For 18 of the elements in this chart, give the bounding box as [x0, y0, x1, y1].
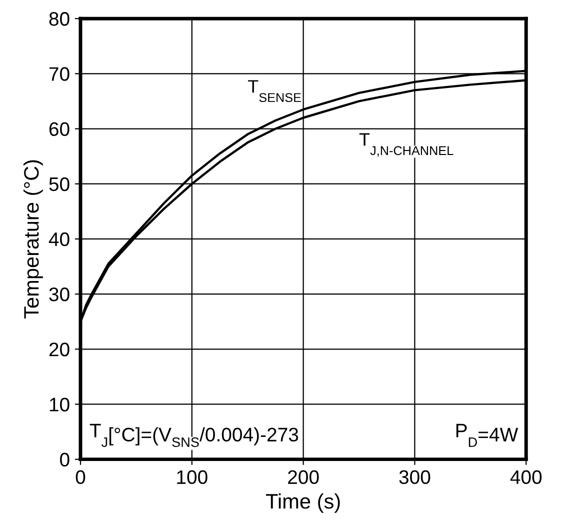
y-tick-label: 60: [49, 122, 70, 136]
x-tick-label: 400: [510, 470, 542, 484]
series-label: TJ,N-CHANNEL: [359, 133, 454, 157]
y-tick-label: 30: [49, 288, 70, 302]
x-tick-label: 0: [76, 470, 86, 484]
y-tick-label: 40: [48, 232, 70, 246]
y-tick-label: 0: [60, 452, 70, 467]
y-tick-label: 70: [49, 67, 70, 81]
x-tick-label: 200: [288, 470, 319, 484]
series-label: TSENSE: [248, 80, 301, 102]
y-tick-label: 20: [49, 342, 70, 356]
y-tick-label: 80: [49, 12, 70, 26]
y-tick-label: 50: [49, 177, 70, 192]
x-axis-title: Time (s): [266, 493, 340, 513]
y-axis-title: Temperature (°C): [23, 160, 43, 318]
y-tick-label: 10: [50, 398, 70, 412]
x-tick-label: 100: [177, 470, 208, 484]
x-tick-label: 300: [399, 470, 430, 484]
